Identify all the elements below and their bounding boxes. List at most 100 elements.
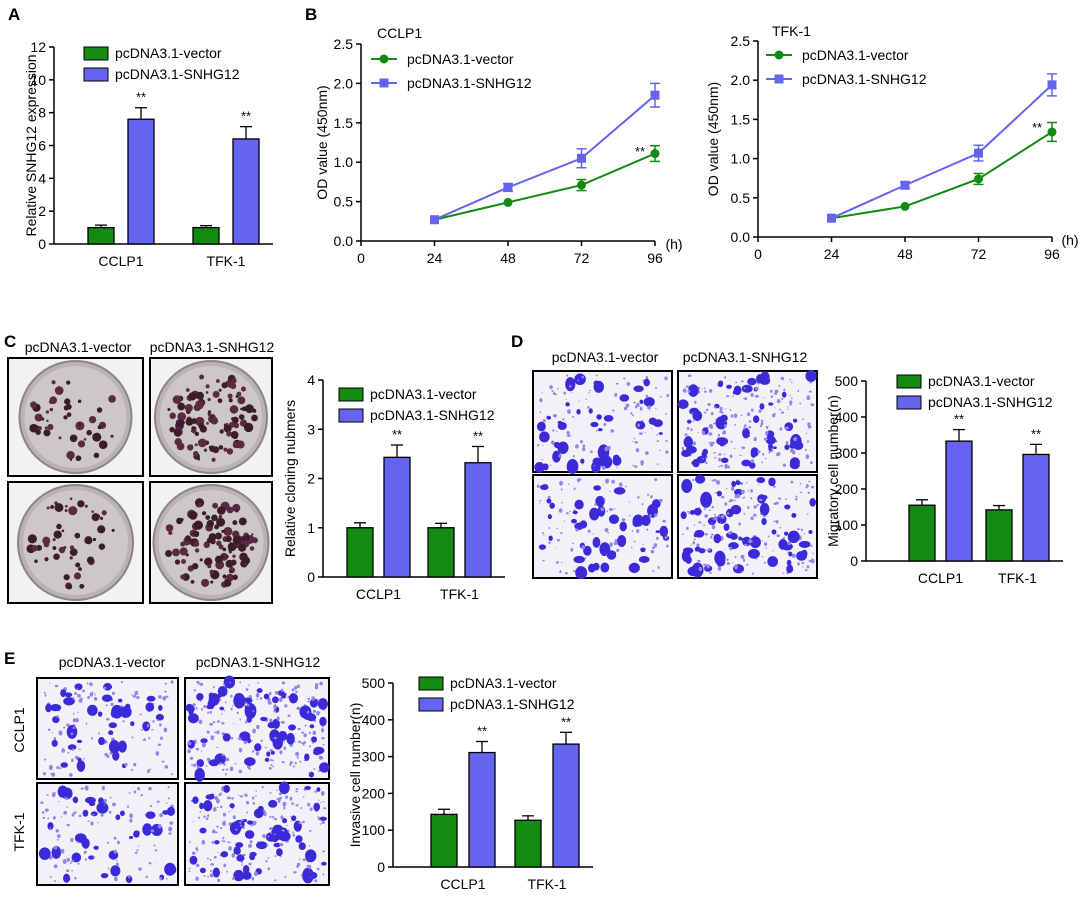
e-tfk1-snhg12-cell	[304, 785, 311, 790]
e-cclp1-snhg12-cell	[201, 750, 203, 752]
d-cclp1-vector-cell	[549, 385, 553, 388]
d-tfk1-snhg12-cell	[717, 515, 721, 518]
c-cclp1-vector-colony	[77, 440, 86, 448]
e-tfk1-snhg12-cell	[206, 857, 210, 860]
e-tfk1-snhg12-cell	[232, 815, 236, 820]
e-cclp1-snhg12-cell	[248, 684, 250, 686]
d-cclp1-snhg12-cell	[774, 407, 776, 409]
c-tfk1-snhg12-colony	[194, 548, 200, 553]
e-tfk1-snhg12-cell	[250, 824, 254, 827]
e-tfk1-snhg12-cell	[319, 801, 322, 804]
c-tfk1-vector-colony	[31, 545, 38, 552]
E-y-tick-label: 500	[362, 675, 386, 691]
d-cclp1-snhg12-cell	[807, 424, 812, 429]
d-tfk1-snhg12-cell	[703, 563, 707, 566]
e-tfk1-vector-cell	[88, 801, 96, 807]
c-tfk1-snhg12-colony	[226, 506, 234, 514]
e-cclp1-snhg12-cell	[295, 690, 298, 694]
e-tfk1-snhg12-cell	[199, 802, 204, 810]
d-cclp1-vector-cell	[552, 450, 561, 463]
A-bar-vector-1	[192, 226, 220, 245]
c-cclp1-vector-colony	[69, 434, 78, 443]
e-cclp1-vector-cell	[151, 728, 154, 731]
e-cclp1-snhg12-cell	[221, 722, 225, 725]
c-tfk1-vector-colony	[75, 562, 81, 568]
e-tfk1-snhg12-cell	[201, 839, 206, 845]
d-tfk1-snhg12-cell	[726, 558, 729, 561]
d-cclp1-snhg12-cell	[688, 384, 699, 397]
d-tfk1-snhg12-cell	[755, 558, 758, 560]
B2-legend-marker-vector	[774, 50, 784, 60]
d-tfk1-snhg12-cell	[681, 533, 684, 536]
e-tfk1-snhg12-cell	[308, 829, 312, 832]
d-tfk1-snhg12-cell	[805, 487, 808, 489]
d-tfk1-vector-cell	[573, 487, 576, 490]
e-cclp1-vector-cell	[83, 757, 85, 760]
D-y-tick-label: 200	[835, 481, 859, 497]
d-tfk1-snhg12-cell	[773, 520, 776, 523]
e-cclp1-vector-cell	[53, 736, 57, 741]
e-tfk1-snhg12-cell	[298, 842, 306, 850]
e-cclp1-vector-cell	[165, 695, 169, 698]
e-tfk1-vector-cell	[96, 802, 109, 814]
B2-point-vector-2	[974, 174, 983, 184]
c-tfk1-vector-colony	[56, 523, 62, 530]
c-cclp1-snhg12-colony	[174, 438, 182, 446]
d-cclp1-snhg12-cell	[753, 437, 757, 442]
d-cclp1-vector-cell	[595, 429, 598, 432]
d-cclp1-snhg12-cell	[750, 459, 755, 464]
d-cclp1-snhg12-cell	[713, 451, 717, 454]
e-cclp1-vector-cell	[162, 696, 167, 701]
e-cclp1-snhg12-cell	[307, 697, 310, 701]
d-tfk1-snhg12-cell	[778, 539, 788, 550]
d-tfk1-snhg12-cell	[759, 502, 770, 516]
d-tfk1-vector-cell	[565, 512, 569, 515]
d-cclp1-snhg12-cell	[740, 414, 743, 416]
e-tfk1-vector-cell	[100, 813, 104, 817]
e-tfk1-snhg12-cell	[207, 814, 210, 817]
d-tfk1-snhg12-cell	[812, 552, 814, 554]
d-tfk1-vector-cell	[628, 514, 631, 517]
d-tfk1-snhg12-cell	[703, 524, 705, 527]
d-tfk1-vector-cell	[564, 572, 568, 575]
c-tfk1-snhg12-colony	[216, 540, 222, 546]
d-tfk1-vector-cell	[571, 518, 577, 524]
c-cclp1-snhg12-colony	[194, 431, 199, 436]
e-tfk1-snhg12-cell	[267, 857, 270, 859]
d-tfk1-snhg12-cell	[747, 506, 750, 509]
e-cclp1-vector-cell	[86, 682, 89, 685]
d-cclp1-vector-cell	[572, 415, 575, 418]
c-tfk1-vector-colony	[54, 503, 64, 512]
d-cclp1-snhg12-cell	[705, 461, 708, 465]
d-cclp1-snhg12-cell	[782, 463, 786, 467]
e-tfk1-snhg12-cell	[246, 800, 250, 805]
d-cclp1-snhg12-cell	[720, 457, 729, 464]
d-cclp1-snhg12-cell	[779, 408, 781, 411]
d-cclp1-vector-cell	[639, 406, 643, 411]
d-tfk1-vector-cell	[600, 562, 610, 573]
e-cclp1-snhg12-cell	[322, 744, 325, 746]
c-tfk1-vector-colony	[44, 557, 49, 562]
c-cclp1-snhg12-colony	[194, 443, 198, 447]
d-cclp1-vector-cell	[659, 449, 661, 452]
e-tfk1-snhg12-cell	[295, 790, 299, 793]
e-tfk1-snhg12-cell	[302, 858, 306, 862]
e-cclp1-vector-cell	[64, 692, 73, 698]
d-tfk1-snhg12-cell	[727, 532, 732, 535]
c-tfk1-snhg12-colony	[165, 549, 173, 557]
d-cclp1-snhg12-cell	[776, 399, 781, 404]
d-tfk1-vector-cell	[611, 479, 615, 484]
d-cclp1-vector-cell	[615, 382, 619, 385]
e-cclp1-snhg12-cell	[319, 762, 330, 773]
d-tfk1-snhg12-cell	[743, 513, 746, 515]
d-tfk1-vector-cell	[547, 514, 552, 520]
panel-label-b: B	[305, 5, 317, 24]
d-tfk1-snhg12-cell	[810, 558, 815, 564]
e-tfk1-vector-cell	[78, 814, 82, 818]
d-cclp1-snhg12-cell	[741, 446, 746, 450]
d-tfk1-vector-cell	[605, 478, 610, 484]
d-tfk1-snhg12-cell	[783, 536, 786, 539]
e-cclp1-vector-cell	[160, 736, 163, 740]
d-tfk1-vector-cell	[641, 503, 644, 506]
